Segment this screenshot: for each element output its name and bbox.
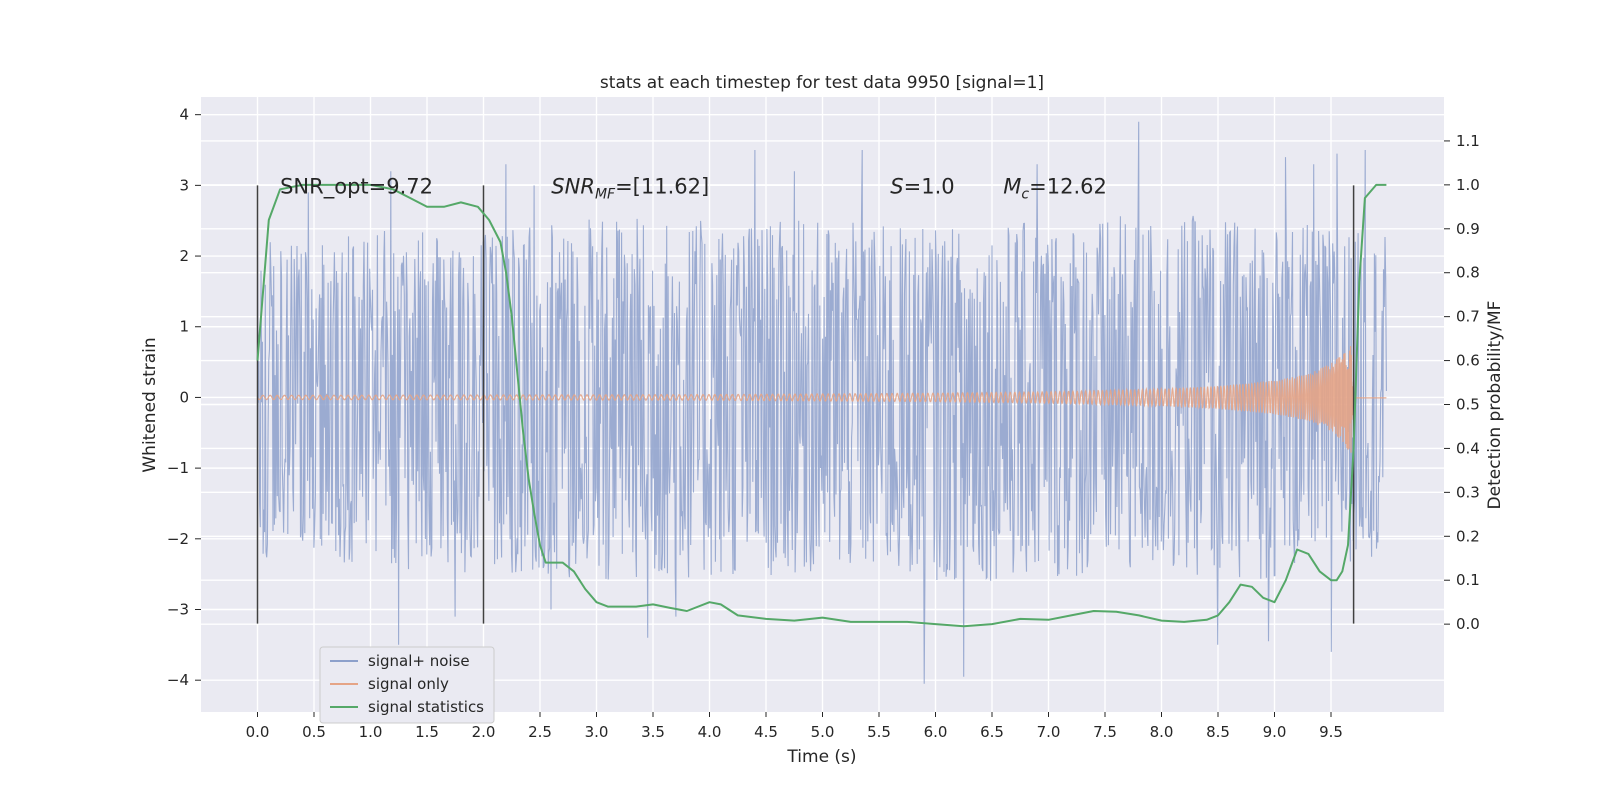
x-tick-label-0: 0.0: [246, 723, 270, 741]
x-axis-label: Time (s): [786, 747, 856, 767]
annotation-s-stat: S=1.0: [890, 174, 954, 198]
legend-label-signal: signal only: [368, 675, 449, 693]
y-left-tick-label-6: 2: [179, 247, 189, 265]
legend: signal+ noise signal only signal statist…: [319, 646, 495, 724]
y-left-tick-label-1: −3: [167, 601, 189, 619]
y-left-tick-label-7: 3: [179, 176, 189, 194]
x-tick-label-16: 8.0: [1150, 723, 1174, 741]
x-tick-label-3: 1.5: [415, 723, 439, 741]
x-tick-label-6: 3.0: [585, 723, 609, 741]
legend-label-statistics: signal statistics: [368, 698, 484, 716]
y-axis-label-right: Detection probability/MF: [1485, 301, 1505, 510]
annotations-layer: SNR_opt=9.72 SNRMF=[11.62] S=1.0 Mc=12.62: [280, 174, 1107, 202]
x-tick-label-15: 7.5: [1093, 723, 1117, 741]
y-right-tick-label-6: 0.6: [1456, 352, 1480, 370]
legend-label-noise: signal+ noise: [368, 652, 470, 670]
noise-trace: [256, 121, 1387, 684]
chart-title: stats at each timestep for test data 995…: [600, 73, 1044, 93]
x-ticks: 0.0 0.5 1.0 1.5 2.0 2.5 3.0 3.5 4.0 4.5 5.0 5.5 6.0 6…: [246, 712, 1343, 741]
y-right-tick-label-3: 0.3: [1456, 483, 1480, 501]
y-left-tick-label-8: 4: [179, 106, 189, 124]
y-right-tick-label-10: 1.0: [1456, 176, 1480, 194]
annotation-snr-mf: SNRMF=[11.62]: [551, 174, 709, 202]
y-right-tick-label-9: 0.9: [1456, 220, 1480, 238]
x-tick-label-8: 4.0: [698, 723, 722, 741]
noise-series-layer: [256, 121, 1387, 684]
x-tick-label-10: 5.0: [811, 723, 835, 741]
annotation-mc: Mc=12.62: [1003, 174, 1107, 202]
x-tick-label-1: 0.5: [302, 723, 326, 741]
y-left-tick-label-4: 0: [179, 388, 189, 406]
y-right-tick-label-8: 0.8: [1456, 264, 1480, 282]
y-right-tick-label-1: 0.1: [1456, 571, 1480, 589]
signal-only-trace: [256, 345, 1387, 453]
x-tick-label-13: 6.5: [980, 723, 1004, 741]
y-ticks-right: 0.0 0.1 0.2 0.3 0.4 0.5 0.6 0.7 0.8 0.9 1.0 1.1: [1444, 132, 1480, 633]
statistics-series-layer: [256, 183, 1387, 628]
y-left-tick-label-0: −4: [167, 671, 189, 689]
y-left-tick-label-5: 1: [179, 318, 189, 336]
y-right-tick-label-11: 1.1: [1456, 132, 1480, 150]
y-right-tick-label-7: 0.7: [1456, 308, 1480, 326]
x-tick-label-2: 1.0: [359, 723, 383, 741]
y-axis-label-left: Whitened strain: [140, 337, 160, 472]
legend-box: [319, 646, 495, 724]
signal-statistics-line: [256, 183, 1387, 628]
x-tick-label-11: 5.5: [867, 723, 891, 741]
y-ticks-left: −4 −3 −2 −1 0 1 2 3 4: [167, 106, 201, 689]
y-right-tick-label-4: 0.4: [1456, 439, 1480, 457]
x-tick-label-12: 6.0: [924, 723, 948, 741]
x-tick-label-14: 7.0: [1037, 723, 1061, 741]
x-tick-label-18: 9.0: [1263, 723, 1287, 741]
chirp-series-layer: [256, 345, 1387, 453]
y-left-tick-label-2: −2: [167, 530, 189, 548]
annotation-snr-opt: SNR_opt=9.72: [280, 174, 433, 199]
y-right-tick-label-0: 0.0: [1456, 615, 1480, 633]
y-right-tick-label-5: 0.5: [1456, 396, 1480, 414]
x-tick-label-17: 8.5: [1206, 723, 1230, 741]
x-tick-label-7: 3.5: [641, 723, 665, 741]
x-tick-label-5: 2.5: [528, 723, 552, 741]
x-tick-label-4: 2.0: [472, 723, 496, 741]
x-tick-label-9: 4.5: [754, 723, 778, 741]
x-tick-label-19: 9.5: [1319, 723, 1343, 741]
y-left-tick-label-3: −1: [167, 459, 189, 477]
y-right-tick-label-2: 0.2: [1456, 527, 1480, 545]
vertical-lines-layer: [256, 185, 1355, 624]
